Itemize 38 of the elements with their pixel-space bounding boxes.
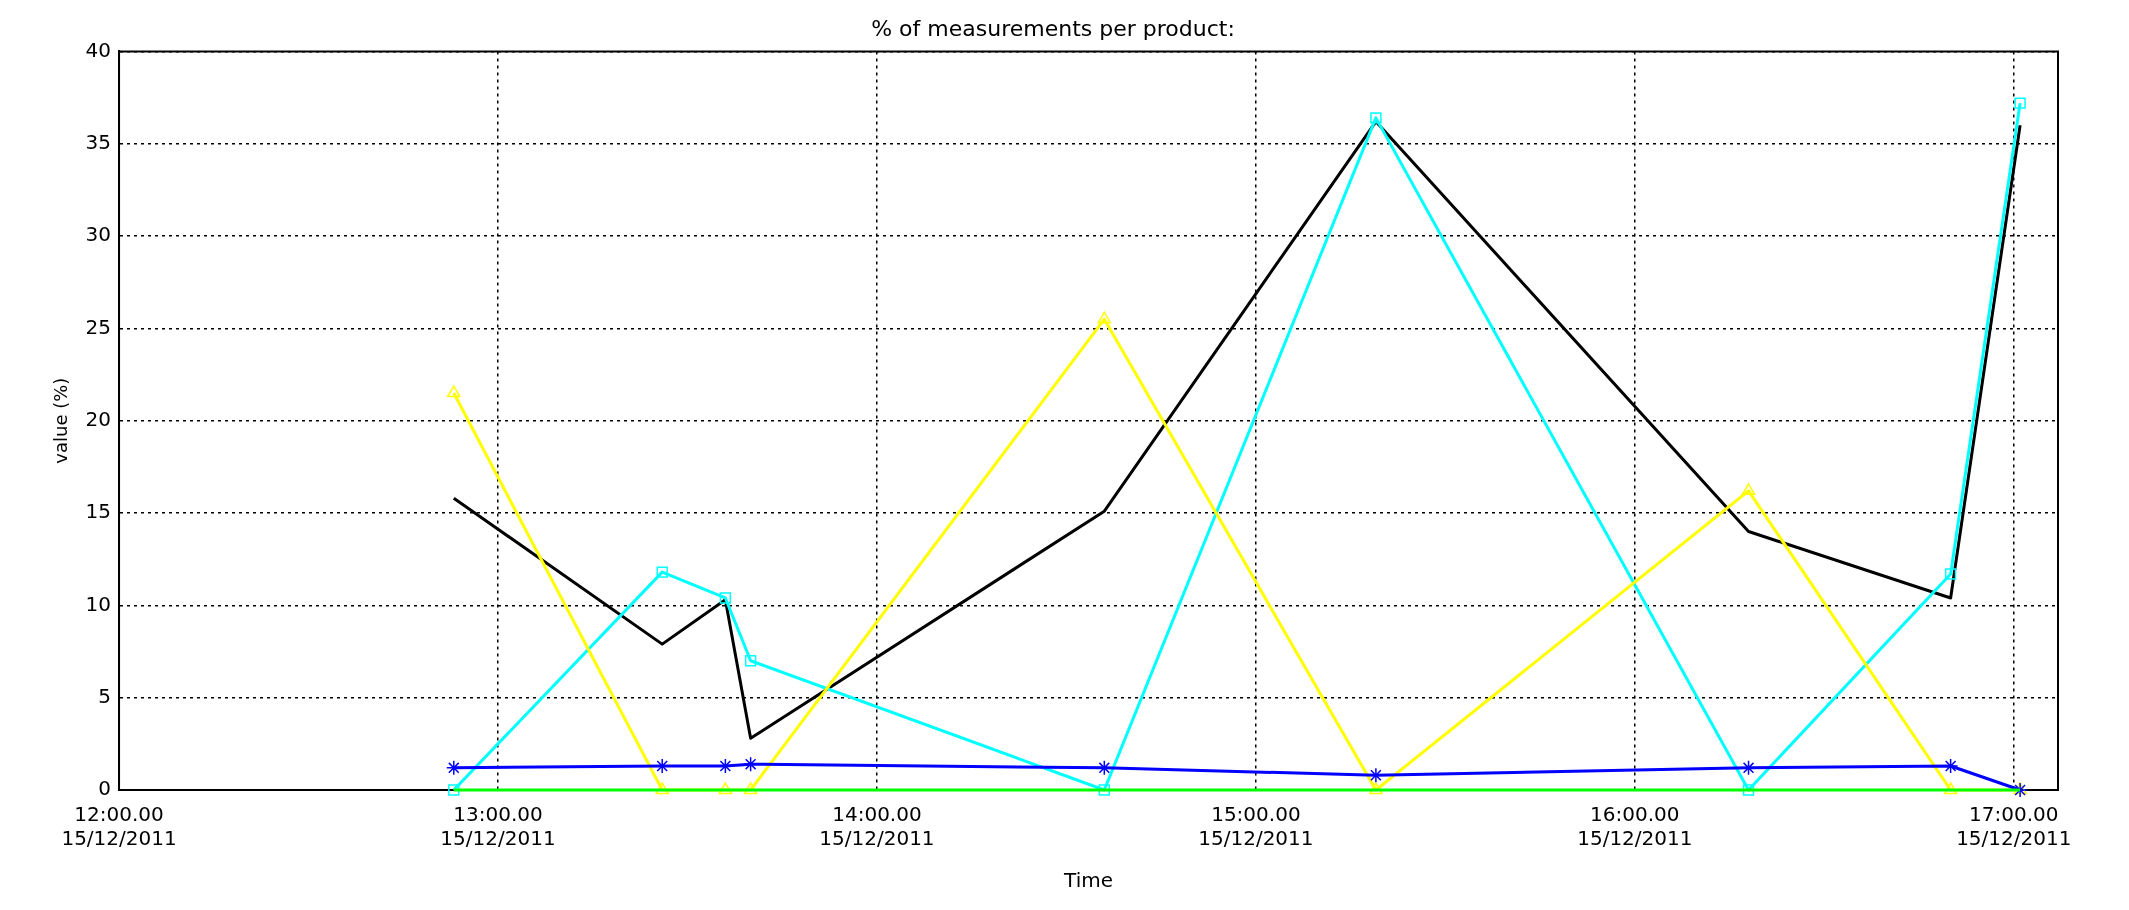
y-tick-label: 15: [85, 499, 112, 524]
point: [446, 760, 462, 776]
point: [1741, 483, 1756, 496]
point: [654, 758, 670, 774]
x-axis-title: Time: [1063, 868, 1113, 893]
point: [719, 592, 732, 604]
point: [743, 782, 758, 795]
point: [656, 566, 668, 578]
point: [1742, 784, 1755, 796]
point: [448, 784, 460, 796]
point: [1944, 568, 1957, 580]
point: [1943, 782, 1958, 795]
point: [2014, 97, 2026, 109]
point: [1098, 784, 1111, 796]
y-tick-label: 10: [85, 591, 112, 616]
point: [744, 655, 757, 667]
y-tick-label: 25: [85, 314, 112, 339]
x-tick-label: 14:00.00 15/12/2011: [819, 802, 935, 851]
x-tick-label: 13:00.00 15/12/2011: [440, 802, 556, 851]
point: [1097, 311, 1112, 324]
x-tick-label: 16:00.00 15/12/2011: [1577, 802, 1693, 851]
y-tick-label: 30: [85, 222, 112, 247]
y-tick-label: 5: [98, 683, 112, 708]
x-tick-label: 17:00.00 15/12/2011: [1956, 802, 2072, 851]
x-tick-label: 12:00.00 15/12/2011: [61, 802, 177, 851]
x-tick-label: 15:00.00 15/12/2011: [1198, 802, 1314, 851]
y-tick-label: 40: [85, 37, 112, 62]
point: [1370, 112, 1382, 124]
point: [1369, 782, 1383, 795]
chart-title: % of measurements per product:: [871, 15, 1235, 41]
y-tick-label: 0: [98, 776, 112, 801]
y-tick-label: 20: [85, 406, 112, 431]
point: [655, 782, 670, 795]
point: [1368, 767, 1384, 783]
y-tick-label: 35: [85, 129, 112, 154]
y-axis-title: value (%): [50, 377, 72, 464]
point: [718, 782, 733, 795]
point: [446, 385, 461, 398]
